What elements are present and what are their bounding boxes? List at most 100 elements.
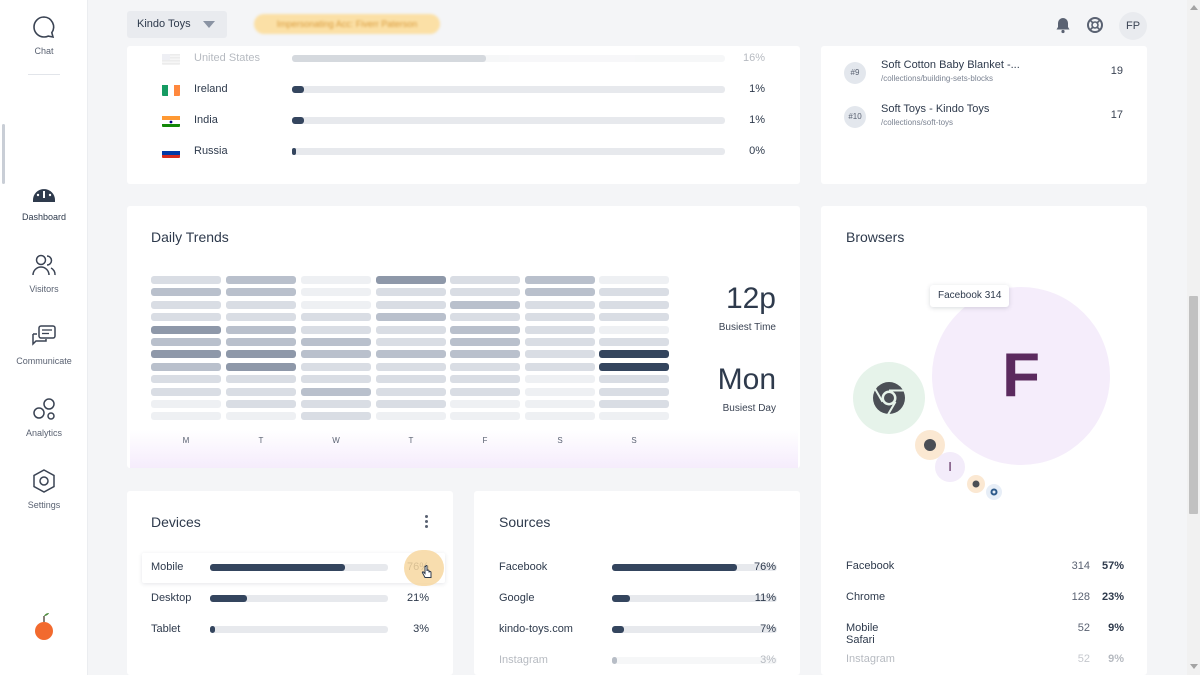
heatmap-cell[interactable] [226, 350, 296, 359]
user-avatar[interactable]: FP [1119, 12, 1147, 40]
heatmap-cell[interactable] [226, 338, 296, 346]
heatmap-cell[interactable] [599, 288, 669, 297]
heatmap-cell[interactable] [450, 375, 520, 384]
heatmap-cell[interactable] [151, 288, 221, 297]
heatmap-cell[interactable] [450, 313, 520, 322]
scroll-thumb[interactable] [1189, 296, 1198, 514]
heatmap-cell[interactable] [599, 276, 669, 284]
heatmap-cell[interactable] [301, 375, 371, 384]
devices-more-menu-icon[interactable] [421, 515, 431, 531]
heatmap-cell[interactable] [599, 313, 669, 322]
heatmap-cell[interactable] [376, 288, 446, 297]
heatmap-cell[interactable] [226, 375, 296, 384]
heatmap-cell[interactable] [450, 300, 520, 309]
heatmap-cell[interactable] [599, 325, 669, 334]
devices-row[interactable]: Mobile76% [151, 560, 431, 576]
nav-chat[interactable]: Chat [0, 14, 88, 56]
heatmap-cell[interactable] [450, 276, 520, 284]
heatmap-cell[interactable] [525, 400, 595, 408]
heatmap-cell[interactable] [151, 362, 221, 371]
sources-row[interactable]: Instagram 3% [499, 653, 779, 669]
heatmap-cell[interactable] [226, 276, 296, 284]
heatmap-cell[interactable] [376, 400, 446, 408]
heatmap-cell[interactable] [525, 338, 595, 346]
heatmap-cell[interactable] [301, 276, 371, 284]
heatmap-cell[interactable] [301, 288, 371, 297]
heatmap-cell[interactable] [450, 350, 520, 359]
heatmap-cell[interactable] [301, 300, 371, 309]
page-scrollbar[interactable] [1187, 0, 1200, 675]
heatmap-cell[interactable] [301, 400, 371, 408]
heatmap-cell[interactable] [599, 412, 669, 421]
heatmap-cell[interactable] [151, 375, 221, 384]
heatmap-cell[interactable] [376, 375, 446, 384]
heatmap-cell[interactable] [525, 375, 595, 384]
sources-row[interactable]: Facebook 76% [499, 560, 779, 576]
heatmap-cell[interactable] [301, 412, 371, 421]
heatmap-cell[interactable] [525, 362, 595, 371]
nav-settings[interactable]: Settings [0, 468, 88, 510]
top-page-row[interactable]: #10 Soft Toys - Kindo Toys/collections/so… [840, 102, 1135, 134]
scroll-up-arrow-icon[interactable] [1190, 5, 1198, 10]
heatmap-cell[interactable] [450, 387, 520, 396]
nav-communicate[interactable]: Communicate [0, 324, 88, 366]
heatmap-cell[interactable] [599, 362, 669, 371]
heatmap-cell[interactable] [525, 325, 595, 334]
heatmap-cell[interactable] [450, 412, 520, 421]
heatmap-cell[interactable] [525, 350, 595, 359]
nav-dashboard[interactable]: Dashboard [0, 180, 88, 222]
top-page-row[interactable]: #9 Soft Cotton Baby Blanket -... /collecti… [840, 58, 1135, 90]
heatmap-cell[interactable] [376, 350, 446, 359]
devices-row[interactable]: Tablet 3% [151, 622, 431, 638]
heatmap-cell[interactable] [151, 276, 221, 284]
heatmap-cell[interactable] [450, 362, 520, 371]
heatmap-cell[interactable] [525, 387, 595, 396]
sources-row[interactable]: kindo-toys.com 7% [499, 622, 779, 638]
heatmap-cell[interactable] [525, 313, 595, 322]
heatmap-cell[interactable] [226, 300, 296, 309]
heatmap-cell[interactable] [376, 412, 446, 421]
heatmap-cell[interactable] [151, 412, 221, 421]
sources-row[interactable]: Google 11% [499, 591, 779, 607]
heatmap-cell[interactable] [376, 300, 446, 309]
heatmap-cell[interactable] [226, 288, 296, 297]
heatmap-cell[interactable] [376, 276, 446, 284]
heatmap-cell[interactable] [301, 338, 371, 346]
heatmap-cell[interactable] [151, 338, 221, 346]
heatmap-cell[interactable] [376, 387, 446, 396]
heatmap-cell[interactable] [151, 350, 221, 359]
heatmap-cell[interactable] [450, 400, 520, 408]
store-selector[interactable]: Kindo Toys [127, 11, 227, 38]
heatmap-cell[interactable] [226, 362, 296, 371]
heatmap-cell[interactable] [599, 375, 669, 384]
heatmap-cell[interactable] [151, 300, 221, 309]
instagram-bubble[interactable] [935, 452, 965, 482]
impersonating-banner[interactable]: Impersonating Acc: Fiverr Paterson [254, 14, 440, 34]
heatmap-cell[interactable] [151, 400, 221, 408]
heatmap-cell[interactable] [599, 350, 669, 359]
heatmap-cell[interactable] [450, 288, 520, 297]
heatmap-cell[interactable] [301, 350, 371, 359]
nav-visitors[interactable]: Visitors [0, 252, 88, 294]
nav-analytics[interactable]: Analytics [0, 396, 88, 438]
heatmap-cell[interactable] [525, 412, 595, 421]
heatmap-cell[interactable] [376, 338, 446, 346]
heatmap-cell[interactable] [525, 288, 595, 297]
heatmap-cell[interactable] [599, 400, 669, 408]
scroll-down-arrow-icon[interactable] [1190, 664, 1198, 669]
heatmap-cell[interactable] [226, 313, 296, 322]
heatmap-cell[interactable] [599, 338, 669, 346]
heatmap-cell[interactable] [376, 325, 446, 334]
heatmap-cell[interactable] [301, 325, 371, 334]
facebook-bubble[interactable] [932, 287, 1110, 465]
heatmap-cell[interactable] [226, 400, 296, 408]
heatmap-cell[interactable] [301, 387, 371, 396]
heatmap-cell[interactable] [151, 325, 221, 334]
heatmap-cell[interactable] [301, 313, 371, 322]
help-lifebuoy-icon[interactable] [1086, 16, 1104, 34]
heatmap-cell[interactable] [226, 412, 296, 421]
heatmap-cell[interactable] [525, 276, 595, 284]
heatmap-cell[interactable] [376, 313, 446, 322]
heatmap-cell[interactable] [525, 300, 595, 309]
heatmap-cell[interactable] [151, 387, 221, 396]
